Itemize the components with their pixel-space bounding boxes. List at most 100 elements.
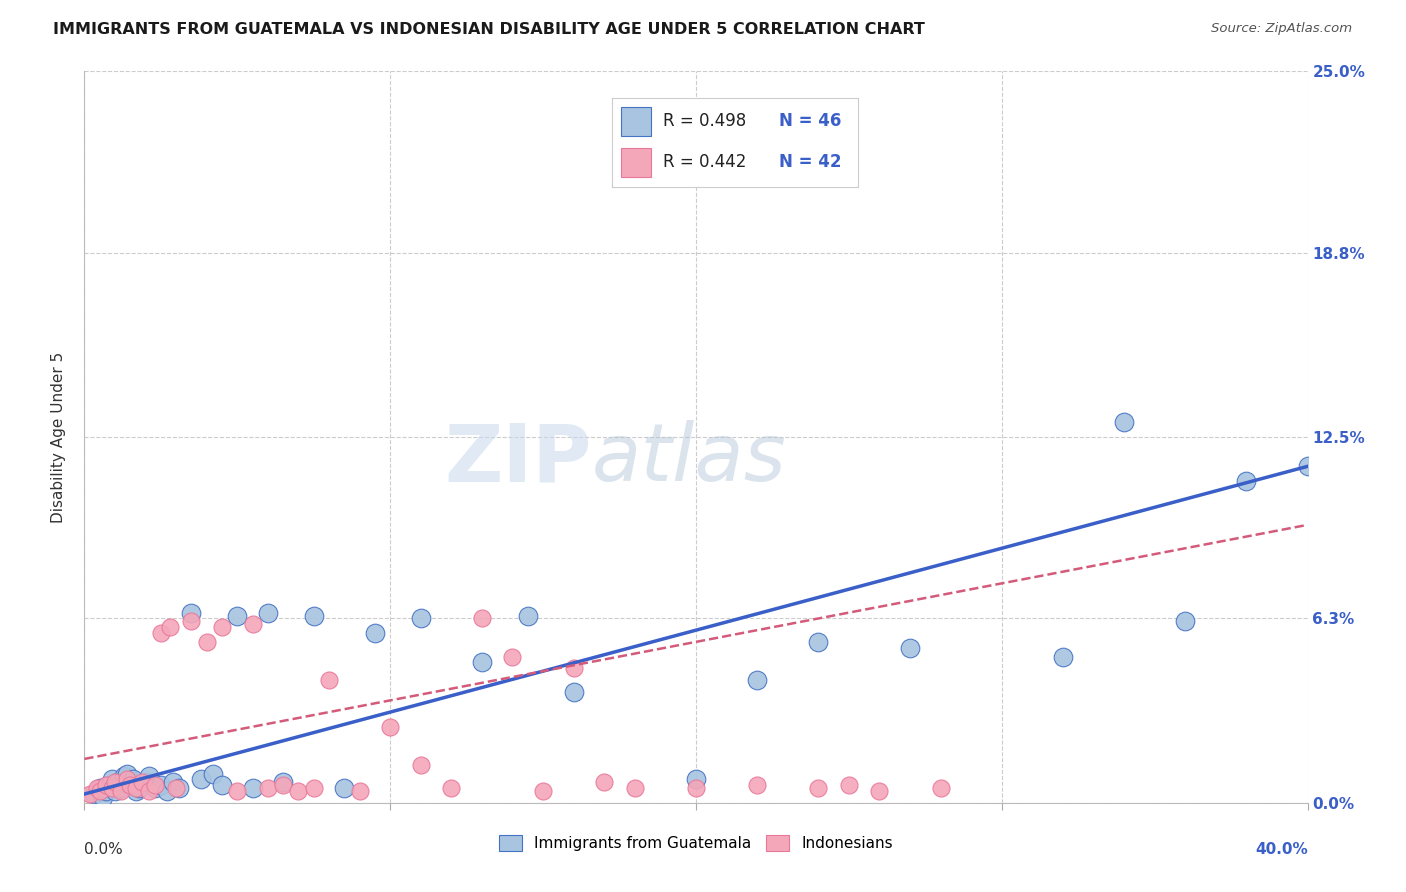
Point: [747, 778, 769, 792]
Point: [159, 620, 181, 634]
Point: [242, 617, 264, 632]
Point: [1296, 459, 1319, 474]
Text: 0.0%: 0.0%: [84, 842, 124, 856]
Text: Source: ZipAtlas.com: Source: ZipAtlas.com: [1212, 22, 1353, 36]
Y-axis label: Disability Age Under 5: Disability Age Under 5: [51, 351, 66, 523]
Point: [257, 781, 280, 796]
Point: [226, 784, 249, 798]
Point: [1114, 416, 1136, 430]
Text: R = 0.442: R = 0.442: [664, 153, 747, 171]
Point: [502, 649, 524, 664]
Point: [120, 778, 142, 792]
Point: [97, 778, 120, 792]
Point: [91, 789, 114, 804]
Point: [128, 781, 150, 796]
Text: N = 42: N = 42: [779, 153, 841, 171]
Point: [349, 784, 371, 798]
Text: IMMIGRANTS FROM GUATEMALA VS INDONESIAN DISABILITY AGE UNDER 5 CORRELATION CHART: IMMIGRANTS FROM GUATEMALA VS INDONESIAN …: [53, 22, 925, 37]
Point: [531, 784, 554, 798]
Point: [131, 775, 153, 789]
Point: [89, 781, 111, 796]
Point: [562, 684, 585, 698]
Point: [167, 781, 190, 796]
Point: [125, 784, 148, 798]
Point: [271, 778, 294, 792]
Point: [364, 626, 387, 640]
Bar: [621, 148, 651, 177]
Point: [838, 778, 860, 792]
Point: [1052, 649, 1074, 664]
Point: [162, 775, 184, 789]
Point: [104, 784, 127, 798]
Point: [110, 781, 132, 796]
Point: [271, 775, 294, 789]
Point: [115, 772, 138, 787]
Point: [747, 673, 769, 687]
Point: [190, 772, 212, 787]
Point: [138, 769, 160, 783]
Point: [143, 778, 166, 792]
Point: [685, 781, 707, 796]
Point: [593, 775, 616, 789]
Point: [562, 661, 585, 675]
Point: [122, 772, 145, 787]
Text: 40.0%: 40.0%: [1254, 842, 1308, 856]
Point: [380, 720, 402, 734]
Point: [101, 781, 124, 796]
Point: [149, 626, 172, 640]
Point: [807, 635, 830, 649]
Point: [135, 775, 157, 789]
Point: [624, 781, 647, 796]
Point: [180, 606, 202, 620]
Point: [257, 606, 280, 620]
Point: [440, 781, 463, 796]
Point: [516, 608, 538, 623]
Point: [110, 784, 132, 798]
Point: [898, 640, 921, 655]
Point: [685, 772, 707, 787]
Legend: Immigrants from Guatemala, Indonesians: Immigrants from Guatemala, Indonesians: [492, 830, 900, 857]
Point: [195, 635, 218, 649]
Point: [83, 787, 105, 801]
Point: [201, 766, 224, 780]
Point: [86, 781, 108, 796]
Point: [79, 787, 101, 801]
Point: [149, 778, 172, 792]
Point: [115, 766, 138, 780]
Point: [112, 769, 135, 783]
Point: [409, 757, 432, 772]
Point: [929, 781, 952, 796]
Point: [156, 784, 179, 798]
Point: [1236, 474, 1258, 488]
Point: [807, 781, 830, 796]
Point: [409, 611, 432, 625]
Point: [180, 615, 202, 629]
Point: [302, 608, 325, 623]
Text: R = 0.498: R = 0.498: [664, 112, 747, 130]
Point: [471, 611, 494, 625]
Point: [318, 673, 340, 687]
Point: [94, 784, 117, 798]
Point: [226, 608, 249, 623]
Point: [302, 781, 325, 796]
Text: atlas: atlas: [592, 420, 787, 498]
Point: [138, 784, 160, 798]
Point: [471, 656, 494, 670]
Text: N = 46: N = 46: [779, 112, 841, 130]
Point: [89, 784, 111, 798]
Point: [101, 772, 124, 787]
Point: [120, 778, 142, 792]
Text: ZIP: ZIP: [444, 420, 592, 498]
Point: [125, 781, 148, 796]
Point: [165, 781, 187, 796]
Point: [287, 784, 309, 798]
Point: [107, 775, 129, 789]
Point: [104, 775, 127, 789]
Point: [242, 781, 264, 796]
Point: [1174, 615, 1197, 629]
Point: [94, 778, 117, 792]
Point: [869, 784, 891, 798]
Bar: [621, 107, 651, 136]
Point: [143, 781, 166, 796]
Point: [333, 781, 356, 796]
